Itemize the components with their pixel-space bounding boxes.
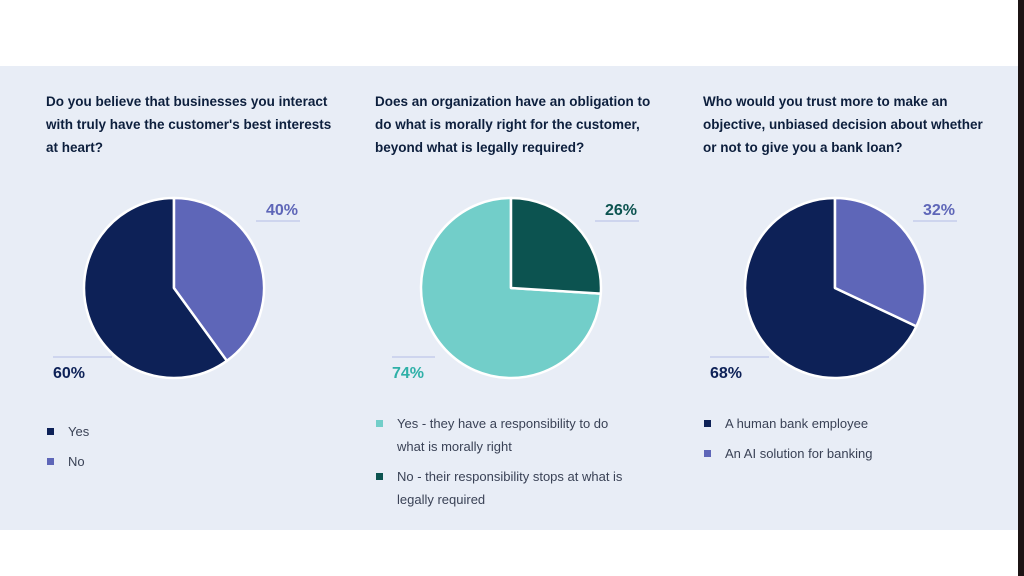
survey-panel: Do you believe that businesses you inter… [0,66,1018,530]
chart-1-legend: Yes No [46,420,306,480]
pie-3-slice-human [743,196,918,380]
pie-3-label-human: 68% [710,365,742,382]
legend-swatch-yes-moral [376,420,383,427]
legend-swatch-human [704,420,711,427]
pie-3-slice-ai [833,196,927,328]
chart-1-question: Do you believe that businesses you inter… [46,94,332,155]
pie-1-label-no: 40% [266,202,298,219]
chart-3-question: Who would you trust more to make an obje… [703,94,983,155]
legend-swatch-no [47,458,54,465]
chart-2-question: Does an organization have an obligation … [375,94,651,155]
legend-swatch-yes [47,428,54,435]
chart-column-2: Does an organization have an obligation … [375,66,675,530]
pie-3-label-ai: 32% [923,202,955,219]
pie-2-slice-no [509,196,603,295]
legend-item-yes: Yes [46,420,306,443]
pie-1-slice-yes [82,196,229,380]
chart-column-1: Do you believe that businesses you inter… [46,66,346,530]
legend-item-human: A human bank employee [703,412,963,435]
pie-2-label-yes: 74% [392,365,424,382]
legend-label-yes-moral: Yes - they have a responsibility to do w… [397,416,609,454]
legend-label-yes: Yes [68,424,90,439]
legend-item-no: No [46,450,306,473]
legend-label-ai: An AI solution for banking [725,446,873,461]
legend-label-no-legal: No - their responsibility stops at what … [397,469,623,507]
pie-1-slice-no [172,196,266,363]
legend-item-yes-moral: Yes - they have a responsibility to do w… [375,412,635,458]
pie-chart-1: 40% 60% [53,196,300,382]
legend-label-no: No [68,454,85,469]
chart-2-legend: Yes - they have a responsibility to do w… [375,412,635,518]
pie-chart-2: 26% 74% [392,196,639,382]
legend-swatch-no-legal [376,473,383,480]
legend-item-ai: An AI solution for banking [703,442,963,465]
pie-chart-3: 32% 68% [710,196,957,382]
pie-1-label-yes: 60% [53,365,85,382]
legend-label-human: A human bank employee [725,416,869,431]
chart-column-3: Who would you trust more to make an obje… [703,66,1003,530]
pie-2-label-no: 26% [605,202,637,219]
chart-3-legend: A human bank employee An AI solution for… [703,412,963,472]
legend-item-no-legal: No - their responsibility stops at what … [375,465,635,511]
legend-swatch-ai [704,450,711,457]
window-edge [1018,0,1024,576]
